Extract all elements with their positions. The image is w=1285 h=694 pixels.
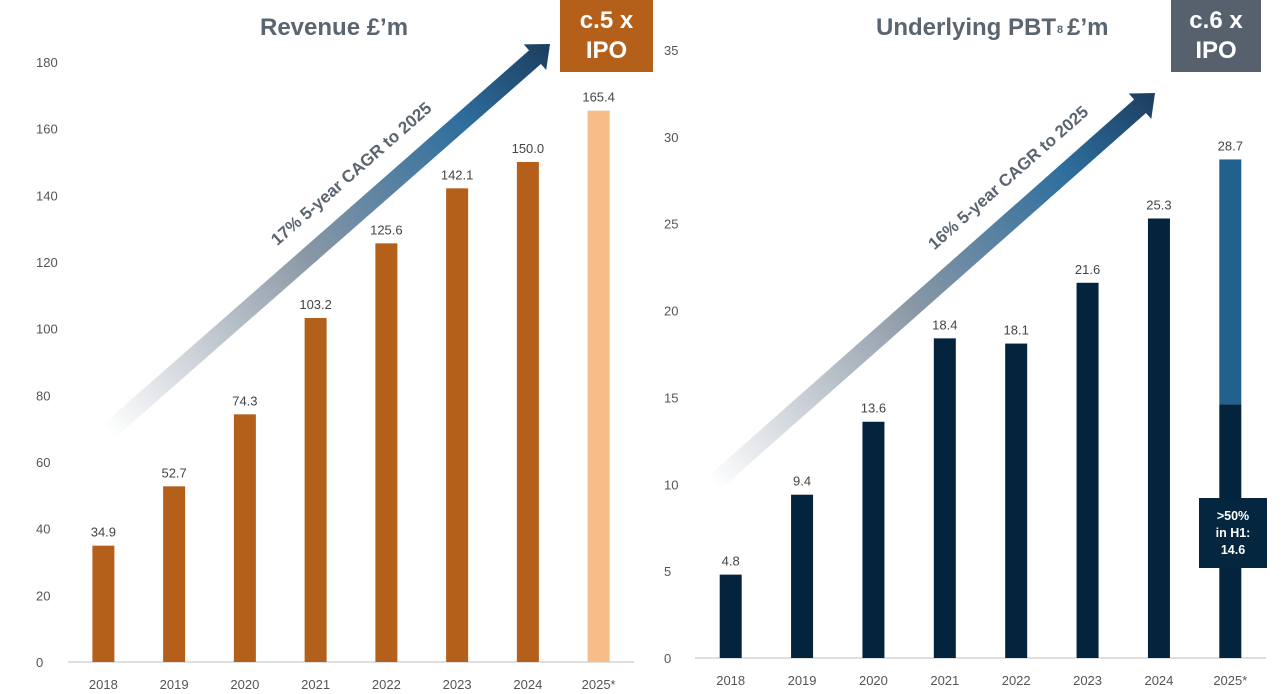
x-tick-label: 2018 [89,677,118,692]
bar-data-label: 18.1 [1004,323,1029,338]
pbt-chart-title: Underlying PBT8 £’m [876,14,1109,42]
pbt-h1-note: >50% in H1: 14.6 [1199,498,1267,568]
revenue-chart-panel: 17% 5-year CAGR to 2025 0 20 40 60 80 100 120 14… [36,0,653,692]
bar [446,188,469,663]
pbt-title-superscript: 8 [1057,24,1064,36]
bar-data-label: 142.1 [441,167,474,182]
bar-data-label: 34.9 [91,525,116,540]
bar-data-label: 103.2 [299,297,332,312]
y-tick-label: 80 [36,388,50,403]
x-tick-label: 2023 [1073,673,1102,688]
y-tick-label: 15 [664,390,678,405]
x-tick-label: 2019 [160,677,189,692]
gradient-arrow-icon [707,92,1156,491]
y-tick-label: 5 [664,564,671,579]
pbt-ipo-callout: c.6 x IPO [1171,0,1261,72]
pbt-note-line3: 14.6 [1220,542,1246,557]
bar [1076,282,1099,658]
bar [233,414,256,662]
bar [163,486,186,662]
pbt-note-line1: >50% [1216,508,1250,523]
y-tick-label: 40 [36,522,50,537]
bar-data-label: 13.6 [861,401,886,416]
y-tick-label: 10 [664,477,678,492]
gradient-arrow-icon [102,44,550,439]
cagr-arrow-shape [707,92,1156,491]
y-tick-label: 0 [664,651,671,666]
revenue-ipo-callout: c.5 x IPO [560,0,653,72]
revenue-chart-title: Revenue £’m [260,14,409,41]
y-tick-label: 35 [664,43,678,58]
x-tick-label: 2023 [443,677,472,692]
x-tick-label: 2022 [372,677,401,692]
bar-data-label: 165.4 [582,90,615,105]
pbt-chart-panel: 16% 5-year CAGR to 2025 0 5 10 15 20 25 30 35 4.8… [650,0,1285,694]
x-tick-label: 2024 [513,677,542,692]
pbt-title-suffix: £’m [1067,14,1109,41]
bar-data-label: 4.8 [722,554,740,569]
y-tick-label: 120 [36,255,58,270]
x-tick-label: 2025* [1213,673,1247,688]
y-tick-label: 140 [36,188,58,203]
x-tick-label: 2024 [1144,673,1173,688]
bar-data-label: 125.6 [370,222,403,237]
pbt-callout-line1: c.6 x [1189,7,1243,34]
x-tick-label: 2019 [788,673,817,688]
bar [791,494,814,658]
bar [933,338,956,658]
bar-data-label: 9.4 [793,474,811,489]
pbt-chart: 16% 5-year CAGR to 2025051015202530354.8… [664,43,1266,688]
x-tick-label: 2022 [1002,673,1031,688]
bar-data-label: 150.0 [512,141,545,156]
bar-h2-segment [1219,159,1242,405]
pbt-callout-line2: IPO [1195,37,1237,64]
y-tick-label: 60 [36,455,50,470]
bar-data-label: 25.3 [1146,198,1171,213]
x-tick-label: 2018 [716,673,745,688]
bar [304,318,327,662]
y-tick-label: 25 [664,217,678,232]
bar [92,545,115,662]
y-tick-label: 30 [664,130,678,145]
pbt-title-main: Underlying PBT [876,14,1057,41]
revenue-chart: 17% 5-year CAGR to 202502040608010012014… [36,44,634,692]
y-tick-label: 160 [36,122,58,137]
bar [587,110,610,662]
bar [375,243,398,663]
bar-data-label: 21.6 [1075,262,1100,277]
bar [719,574,742,658]
revenue-callout-line2: IPO [585,37,628,64]
y-tick-label: 100 [36,322,58,337]
bar-data-label: 52.7 [161,465,186,480]
x-tick-label: 2020 [859,673,888,688]
y-tick-label: 20 [664,304,678,319]
y-tick-label: 20 [36,588,50,603]
bar-data-label: 28.7 [1218,138,1243,153]
cagr-arrow-shape [102,44,550,439]
y-tick-label: 180 [36,55,58,70]
x-tick-label: 2020 [230,677,259,692]
bar-data-label: 74.3 [232,393,257,408]
x-tick-label: 2021 [930,673,959,688]
bar [862,421,885,658]
pbt-note-line2: in H1: [1215,525,1251,540]
bar-data-label: 18.4 [932,317,957,332]
x-tick-label: 2021 [301,677,330,692]
bar [1147,218,1170,658]
revenue-callout-line1: c.5 x [579,7,634,34]
bar [1005,343,1028,658]
bar [516,162,539,662]
y-tick-label: 0 [36,655,43,670]
x-tick-label: 2025* [582,677,616,692]
